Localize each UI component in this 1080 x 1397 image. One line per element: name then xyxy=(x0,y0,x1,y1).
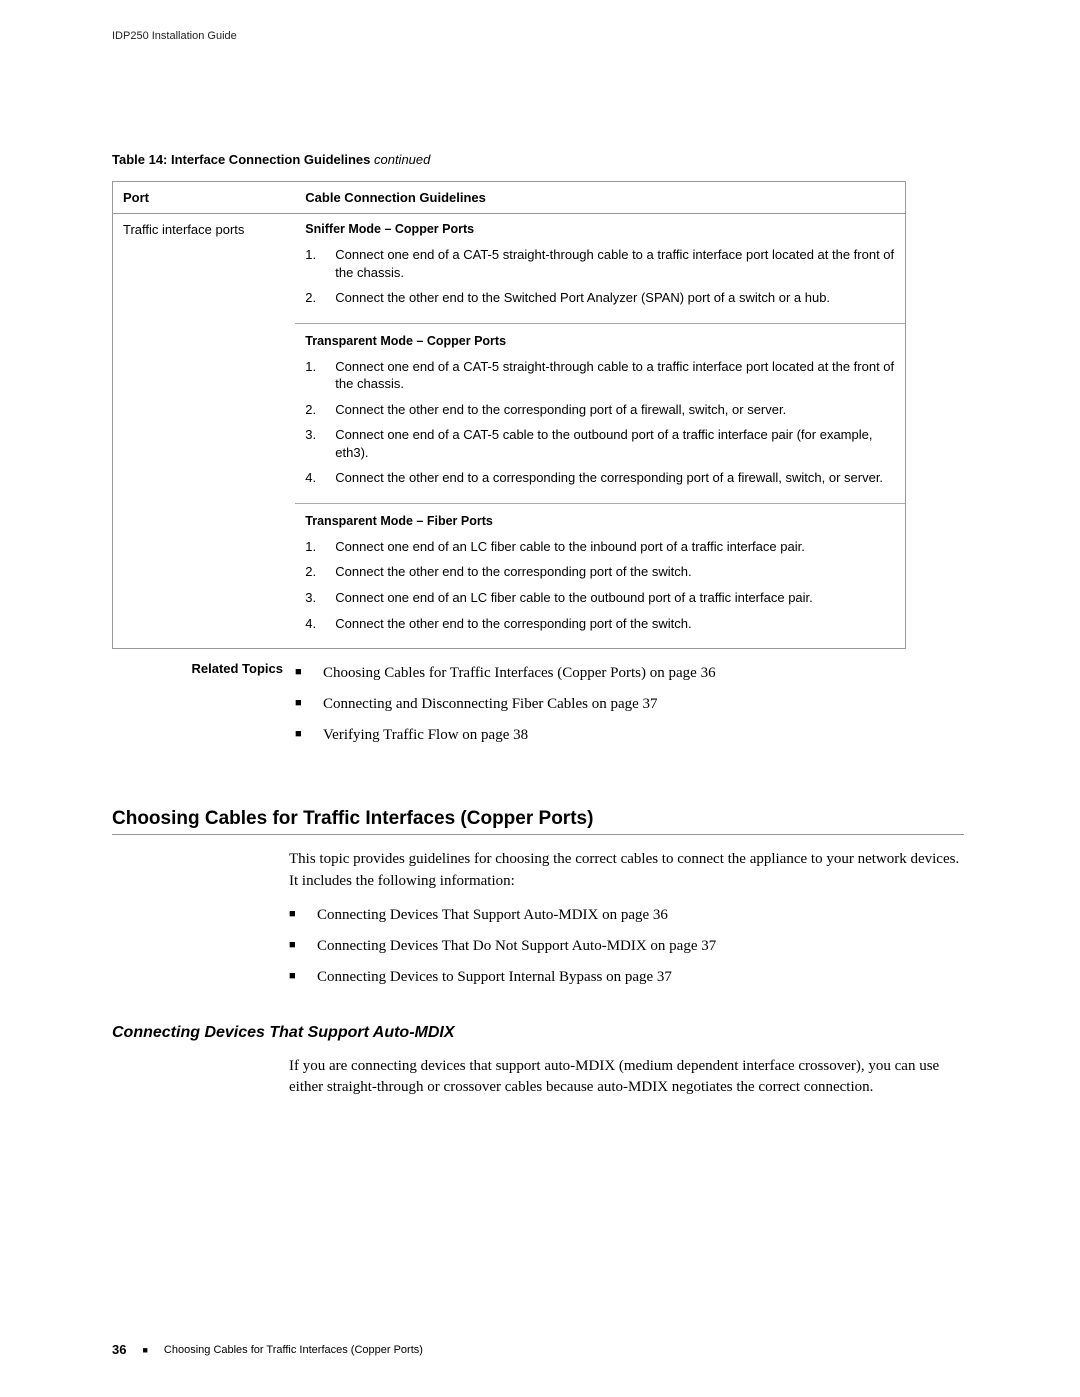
step-item: Connect the other end to a corresponding… xyxy=(305,465,895,491)
table-caption: Table 14: Interface Connection Guideline… xyxy=(112,152,970,167)
section-toc-item: Connecting Devices That Support Auto-MDI… xyxy=(289,903,967,934)
mode-block-transparent-copper: Transparent Mode – Copper Ports Connect … xyxy=(295,323,905,503)
mode-title: Transparent Mode – Copper Ports xyxy=(305,334,895,348)
mode-title: Sniffer Mode – Copper Ports xyxy=(305,222,895,236)
page-number: 36 xyxy=(112,1342,126,1357)
steps-list: Connect one end of a CAT-5 straight-thro… xyxy=(305,242,895,311)
table-cell-guidelines: Sniffer Mode – Copper Ports Connect one … xyxy=(295,214,905,649)
running-header: IDP250 Installation Guide xyxy=(112,30,970,42)
related-topics-row: Related Topics Choosing Cables for Traff… xyxy=(112,661,906,754)
sub-body-block: If you are connecting devices that suppo… xyxy=(289,1056,967,1100)
mode-block-transparent-fiber: Transparent Mode – Fiber Ports Connect o… xyxy=(295,503,905,648)
table-cell-port: Traffic interface ports xyxy=(113,214,296,649)
related-topic-item: Connecting and Disconnecting Fiber Cable… xyxy=(295,692,906,723)
table-header-port: Port xyxy=(113,182,296,214)
mode-block-sniffer-copper: Sniffer Mode – Copper Ports Connect one … xyxy=(295,214,905,323)
step-item: Connect one end of a CAT-5 straight-thro… xyxy=(305,242,895,285)
section-heading: Choosing Cables for Traffic Interfaces (… xyxy=(112,808,964,835)
section-intro: This topic provides guidelines for choos… xyxy=(289,849,967,893)
section-toc-list: Connecting Devices That Support Auto-MDI… xyxy=(289,903,967,996)
sub-heading: Connecting Devices That Support Auto-MDI… xyxy=(112,1024,970,1042)
footer-text: Choosing Cables for Traffic Interfaces (… xyxy=(164,1344,423,1356)
document-page: IDP250 Installation Guide Table 14: Inte… xyxy=(0,0,1080,1397)
section-toc-item: Connecting Devices That Do Not Support A… xyxy=(289,934,967,965)
table-row: Traffic interface ports Sniffer Mode – C… xyxy=(113,214,906,649)
footer-bullet-icon: ■ xyxy=(142,1345,147,1355)
step-item: Connect the other end to the correspondi… xyxy=(305,397,895,423)
table-caption-title: Table 14: Interface Connection Guideline… xyxy=(112,152,370,167)
related-topics-label: Related Topics xyxy=(112,661,295,754)
mode-title: Transparent Mode – Fiber Ports xyxy=(305,514,895,528)
step-item: Connect one end of a CAT-5 cable to the … xyxy=(305,422,895,465)
step-item: Connect one end of an LC fiber cable to … xyxy=(305,585,895,611)
guidelines-table: Port Cable Connection Guidelines Traffic… xyxy=(112,181,906,649)
page-footer: 36 ■ Choosing Cables for Traffic Interfa… xyxy=(112,1342,964,1357)
steps-list: Connect one end of a CAT-5 straight-thro… xyxy=(305,354,895,491)
step-item: Connect the other end to the Switched Po… xyxy=(305,285,895,311)
sub-body-text: If you are connecting devices that suppo… xyxy=(289,1056,967,1100)
related-topic-item: Choosing Cables for Traffic Interfaces (… xyxy=(295,661,906,692)
step-item: Connect the other end to the correspondi… xyxy=(305,559,895,585)
steps-list: Connect one end of an LC fiber cable to … xyxy=(305,534,895,636)
step-item: Connect one end of a CAT-5 straight-thro… xyxy=(305,354,895,397)
table-caption-continued: continued xyxy=(370,152,430,167)
related-topics-list: Choosing Cables for Traffic Interfaces (… xyxy=(295,661,906,754)
section-body-block: This topic provides guidelines for choos… xyxy=(289,849,967,996)
step-item: Connect one end of an LC fiber cable to … xyxy=(305,534,895,560)
related-topic-item: Verifying Traffic Flow on page 38 xyxy=(295,723,906,754)
table-header-guidelines: Cable Connection Guidelines xyxy=(295,182,905,214)
step-item: Connect the other end to the correspondi… xyxy=(305,611,895,637)
section-toc-item: Connecting Devices to Support Internal B… xyxy=(289,965,967,996)
